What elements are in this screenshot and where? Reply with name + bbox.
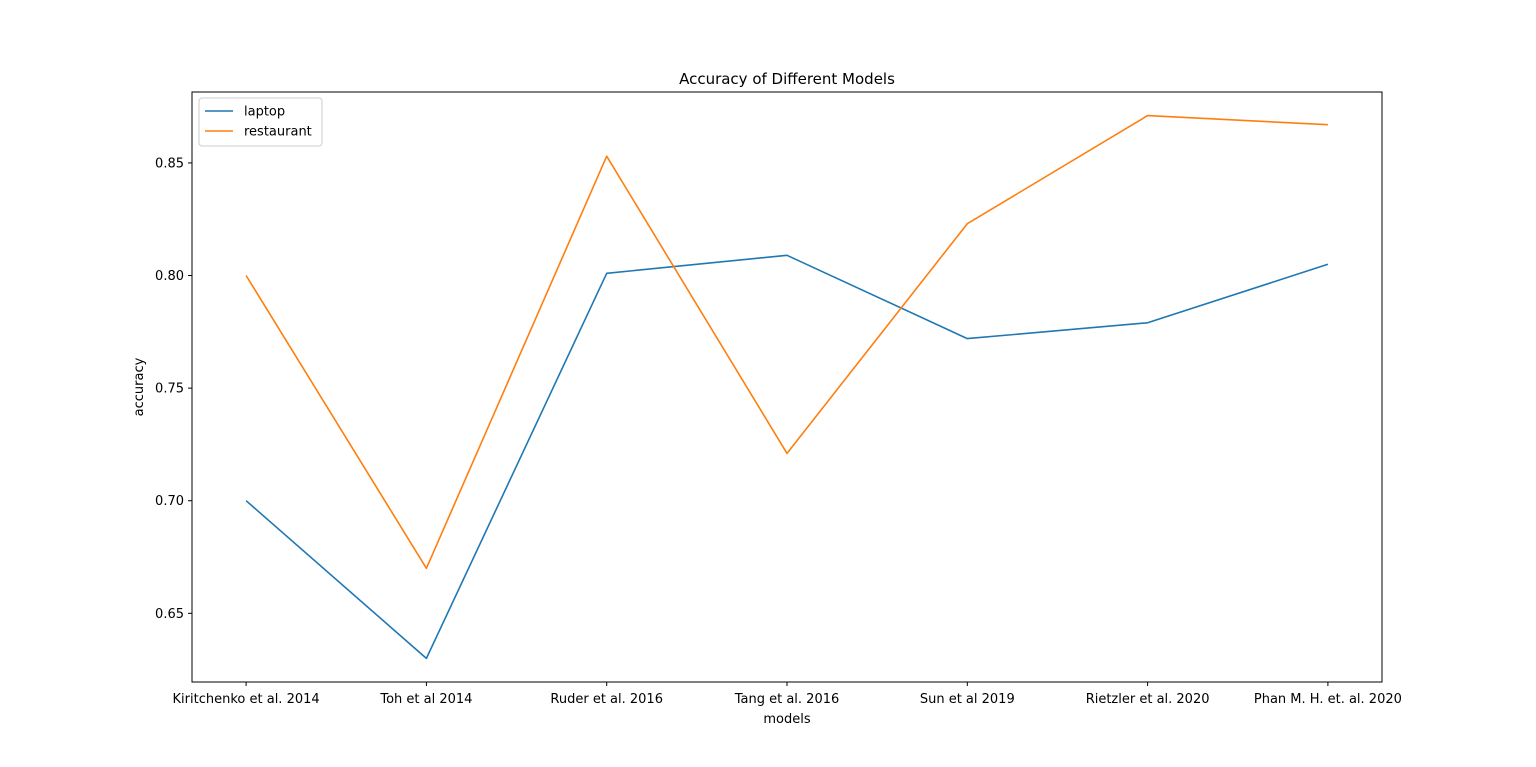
x-axis: Kiritchenko et al. 2014 Toh et al 2014 Rud… — [173, 682, 1402, 707]
x-tick-label: Toh et al 2014 — [379, 692, 472, 707]
legend-box — [198, 97, 323, 147]
x-tick-label: Phan M. H. et. al. 2020 — [1254, 692, 1402, 707]
y-tick-label: 0.80 — [155, 269, 184, 284]
y-tick-label: 0.85 — [155, 156, 184, 171]
y-axis: 0.65 0.70 0.75 0.80 0.85 — [155, 156, 192, 622]
series-line-restaurant — [245, 114, 1328, 570]
y-axis-label: accuracy — [132, 357, 147, 416]
plot-area — [245, 114, 1329, 660]
legend-label-restaurant: restaurant — [244, 125, 312, 140]
x-tick-label: Ruder et al. 2016 — [550, 692, 663, 707]
y-tick-label: 0.75 — [155, 382, 184, 397]
x-tick-label: Sun et al 2019 — [920, 692, 1015, 707]
y-tick-label: 0.65 — [155, 607, 184, 622]
y-tick-label: 0.70 — [155, 494, 184, 509]
legend-label-laptop: laptop — [244, 105, 285, 120]
x-axis-label: models — [763, 712, 810, 727]
x-tick-label: Kiritchenko et al. 2014 — [173, 692, 320, 707]
x-tick-label: Tang et al. 2016 — [734, 692, 840, 707]
chart-title: Accuracy of Different Models — [679, 70, 895, 88]
series-line-laptop — [245, 254, 1329, 660]
x-tick-label: Rietzler et al. 2020 — [1086, 692, 1210, 707]
plot-frame — [191, 91, 1383, 683]
legend: laptop restaurant — [198, 97, 323, 147]
